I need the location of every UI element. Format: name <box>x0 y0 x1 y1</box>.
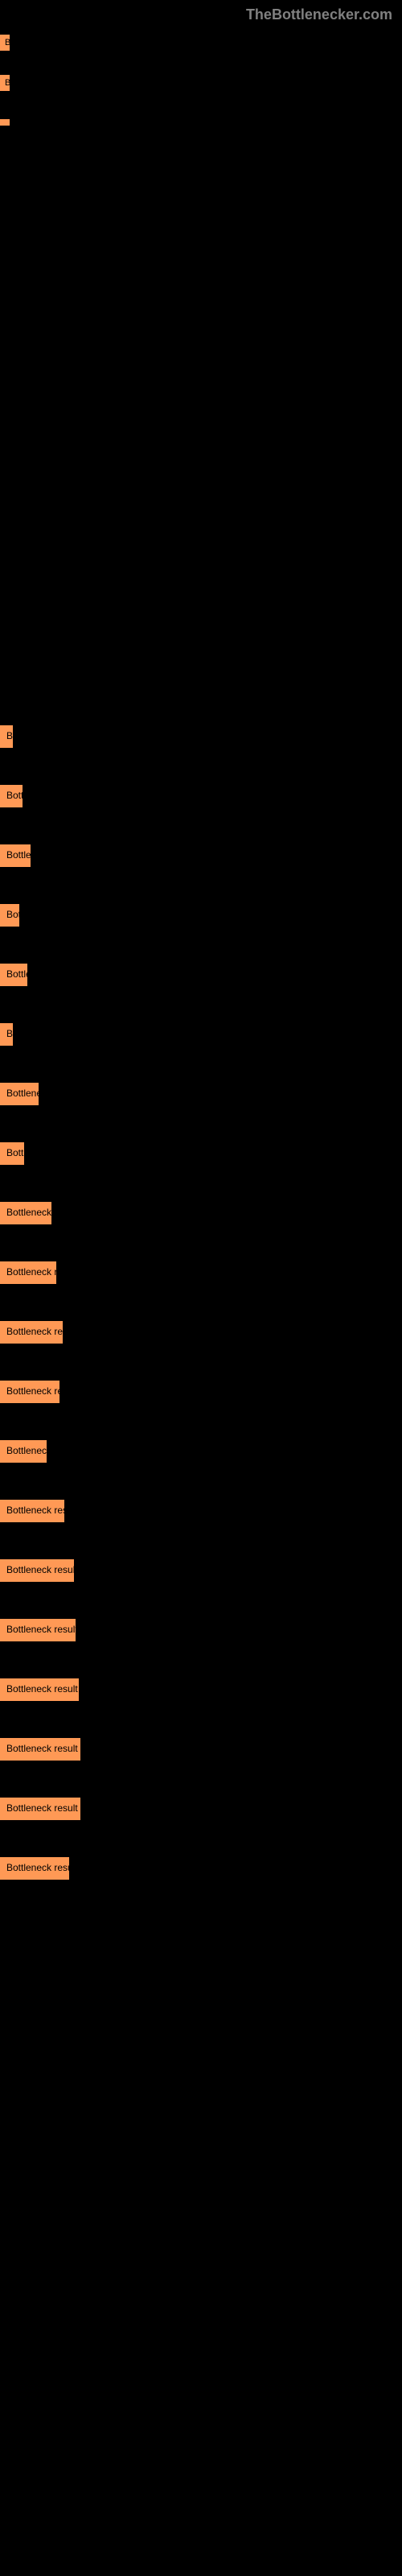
top-bar: B <box>0 75 10 91</box>
chart-row: Bottleneck <box>0 1440 402 1463</box>
chart-bar: Bottlene <box>0 1083 39 1105</box>
chart-row: Bottleneck res <box>0 1381 402 1403</box>
chart-row: Bottleneck resu <box>0 1321 402 1344</box>
chart-bar: Bottleneck resu <box>0 1857 69 1880</box>
chart-bar: B <box>0 1023 13 1046</box>
chart-row: Bottleneck result <box>0 1619 402 1641</box>
chart-bar: Bot <box>0 904 19 927</box>
chart-row: Bottleneck resu <box>0 1857 402 1880</box>
chart-bar: Bottlen <box>0 844 31 867</box>
chart-row: Bottleneck result <box>0 1678 402 1701</box>
chart-bar: Bott <box>0 1142 24 1165</box>
top-bars-section: BB <box>0 27 402 170</box>
site-header: TheBottlenecker.com <box>0 0 402 27</box>
chart-bar: B <box>0 725 13 748</box>
chart-row: Bottle <box>0 964 402 986</box>
chart-bar: Bottle <box>0 964 27 986</box>
chart-bar: Bottleneck re <box>0 1261 56 1284</box>
top-bar: B <box>0 35 10 51</box>
chart-bar: Bottleneck r <box>0 1202 51 1224</box>
chart-row: B <box>0 1023 402 1046</box>
site-name: TheBottlenecker.com <box>246 6 392 23</box>
top-bar-row: B <box>0 35 402 51</box>
chart-bar: Bott <box>0 785 23 807</box>
chart-bar: Bottleneck result <box>0 1738 80 1761</box>
bottleneck-chart: B Bott Bottlen Bot Bottle B Bottlene Bott Bottle… <box>0 693 402 1880</box>
chart-bar: Bottleneck resu <box>0 1321 63 1344</box>
chart-row: Bottleneck resu <box>0 1500 402 1522</box>
chart-row: Bottleneck result <box>0 1798 402 1820</box>
chart-row: Bott <box>0 1142 402 1165</box>
chart-bar: Bottleneck result <box>0 1678 79 1701</box>
chart-row: Bottleneck result <box>0 1738 402 1761</box>
top-bar <box>0 119 10 126</box>
chart-bar: Bottleneck res <box>0 1381 59 1403</box>
chart-row: Bottlene <box>0 1083 402 1105</box>
chart-row: Bottlen <box>0 844 402 867</box>
chart-row: Bottleneck r <box>0 1202 402 1224</box>
chart-row: Bott <box>0 785 402 807</box>
chart-bar: Bottleneck result <box>0 1798 80 1820</box>
chart-row: Bot <box>0 904 402 927</box>
chart-bar: Bottleneck <box>0 1440 47 1463</box>
chart-bar: Bottleneck resu <box>0 1500 64 1522</box>
chart-row: B <box>0 725 402 748</box>
chart-bar: Bottleneck result <box>0 1559 74 1582</box>
chart-row: Bottleneck re <box>0 1261 402 1284</box>
top-bar-row: B <box>0 75 402 91</box>
top-bar-row <box>0 115 402 130</box>
chart-bar: Bottleneck result <box>0 1619 76 1641</box>
chart-row: Bottleneck result <box>0 1559 402 1582</box>
spacer <box>0 170 402 693</box>
